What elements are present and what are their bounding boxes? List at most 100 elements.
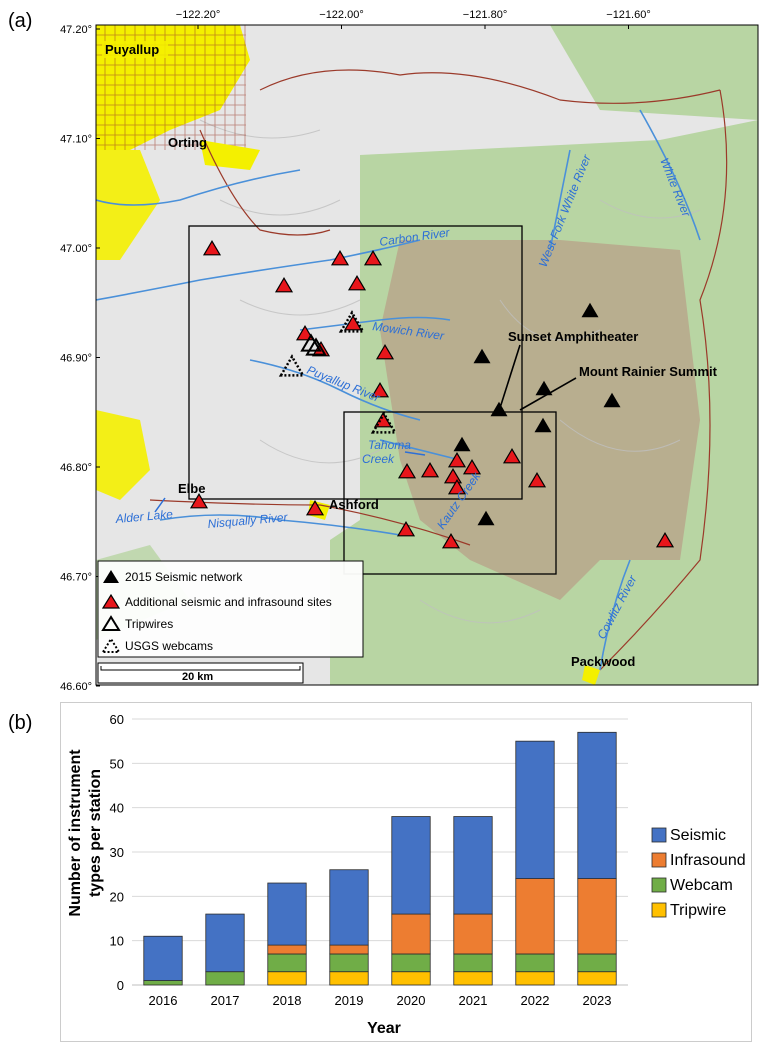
bar-2023-tripwire: [577, 971, 617, 986]
chart-y-ticks: 0 10 20 30 40 50 60: [110, 712, 124, 993]
bar-2019-infrasound: [329, 944, 369, 955]
x-tick-label: 2019: [335, 993, 364, 1008]
chart-y-label-line-1: Number of instrument: [67, 749, 84, 917]
sunset-pointer-line: [499, 344, 521, 409]
red-site-triangle: [189, 493, 209, 509]
inset-area-box: [343, 411, 557, 575]
bar-2019-webcam: [329, 953, 369, 973]
bar-2017-seismic: [205, 913, 245, 973]
lat-tick-3: 46.90°: [60, 353, 92, 365]
label-tahoma-creek-2: Creek: [362, 452, 395, 466]
red-site-triangle: [397, 463, 417, 479]
y-tick-label: 40: [110, 801, 124, 816]
map-border: [95, 24, 759, 686]
bar-2018-seismic: [267, 882, 307, 946]
legend-seismic-network: 2015 Seismic network: [125, 570, 243, 584]
tripwire-markers: [300, 333, 327, 356]
red-site-triangle: [370, 382, 390, 398]
legend-tripwire-icon: [101, 615, 121, 631]
legend-tripwires: Tripwires: [125, 617, 173, 631]
scale-bar: 20 km: [97, 662, 304, 684]
x-tick-label: 2020: [397, 993, 426, 1008]
webcam-triangle: [278, 354, 306, 377]
lon-tick-2: −121.80°: [463, 9, 507, 21]
legend-swatch-seismic: [651, 827, 667, 843]
seismic-site-triangle: [473, 348, 491, 364]
red-site-triangle: [396, 521, 416, 537]
y-tick-label: 30: [110, 845, 124, 860]
chart-y-axis-label: Number of instrument types per station: [67, 749, 104, 917]
tahoma-pointer: [404, 451, 426, 456]
bar-2019-seismic: [329, 869, 369, 946]
seismic-site-triangle: [581, 302, 599, 318]
map-axis-ticks: −122.20° −122.00° −121.80° −121.60° 47.20° 47…: [60, 9, 651, 693]
bar-2021-webcam: [453, 953, 493, 973]
bar-2023-webcam: [577, 953, 617, 973]
legend-additional-sites: Additional seismic and infrasound sites: [125, 595, 332, 609]
label-alder-lake: Alder Lake: [114, 507, 174, 526]
red-site-triangle: [274, 277, 294, 293]
legend-swatch-tripwire: [651, 902, 667, 918]
bar-2017-webcam: [205, 971, 245, 986]
place-orting: Orting: [168, 135, 207, 150]
bar-2021-tripwire: [453, 971, 493, 986]
red-site-triangle: [295, 325, 315, 341]
place-labels: Puyallup Orting Elbe Ashford Packwood Su…: [102, 41, 718, 669]
bar-2022-infrasound: [515, 878, 555, 955]
chart-legend: Seismic Infrasound Webcam Tripwire: [651, 827, 746, 919]
red-site-triangle: [305, 500, 325, 516]
x-tick-label: 2018: [273, 993, 302, 1008]
legend-label-seismic: Seismic: [670, 827, 726, 844]
y-tick-label: 50: [110, 756, 124, 771]
place-sunset-amphitheater: Sunset Amphitheater: [508, 329, 638, 344]
scale-bar-label: 20 km: [182, 671, 213, 683]
red-site-triangle: [363, 250, 383, 266]
bar-2020-seismic: [391, 816, 431, 915]
seismic-site-triangle: [535, 380, 553, 396]
map-panel: −122.20° −122.00° −121.80° −121.60° 47.20° 47…: [60, 9, 759, 693]
bar-2018-tripwire: [267, 971, 307, 986]
x-tick-label: 2023: [583, 993, 612, 1008]
red-site-triangle: [347, 275, 367, 291]
seismic-site-triangle: [453, 436, 471, 452]
red-site-triangle: [441, 533, 461, 549]
red-site-triangle: [462, 459, 482, 475]
bar-2021-infrasound: [453, 913, 493, 955]
bar-2021-seismic: [453, 816, 493, 915]
black-site-markers: [453, 302, 621, 526]
legend-black-triangle-icon: [103, 570, 119, 583]
red-site-triangle: [447, 452, 467, 468]
map-legend: 2015 Seismic network Additional seismic …: [97, 560, 364, 658]
bar-2022-webcam: [515, 953, 555, 973]
lat-tick-1: 47.10°: [60, 134, 92, 146]
red-site-triangle: [527, 472, 547, 488]
legend-red-triangle-icon: [101, 593, 121, 609]
y-tick-label: 60: [110, 712, 124, 727]
y-tick-label: 20: [110, 889, 124, 904]
lat-tick-5: 46.70°: [60, 572, 92, 584]
legend-swatch-webcam: [651, 877, 667, 893]
x-tick-label: 2021: [459, 993, 488, 1008]
y-tick-label: 0: [117, 978, 124, 993]
bar-2020-infrasound: [391, 913, 431, 955]
label-tahoma-creek-1: Tahoma: [368, 438, 411, 452]
bar-2023-infrasound: [577, 878, 617, 955]
lat-tick-4: 46.80°: [60, 462, 92, 474]
x-tick-label: 2017: [211, 993, 240, 1008]
red-site-triangle: [502, 448, 522, 464]
chart-x-axis-label: Year: [367, 1020, 401, 1037]
red-site-triangle: [655, 532, 675, 548]
bar-2016-webcam: [143, 980, 183, 986]
x-tick-label: 2016: [149, 993, 178, 1008]
panel-a-label: (a): [8, 10, 33, 32]
lat-tick-0: 47.20°: [60, 24, 92, 36]
chart-y-label-line-2: types per station: [87, 769, 104, 897]
bar-2016-seismic: [143, 935, 183, 981]
bar-2022-seismic: [515, 740, 555, 880]
red-site-triangle: [447, 479, 467, 495]
chart-x-ticks: 2016 2017 2018 2019 2020 2021 2022 2023: [149, 993, 612, 1008]
legend-webcams: USGS webcams: [125, 639, 213, 653]
lon-tick-1: −122.00°: [319, 9, 363, 21]
x-tick-label: 2022: [521, 993, 550, 1008]
